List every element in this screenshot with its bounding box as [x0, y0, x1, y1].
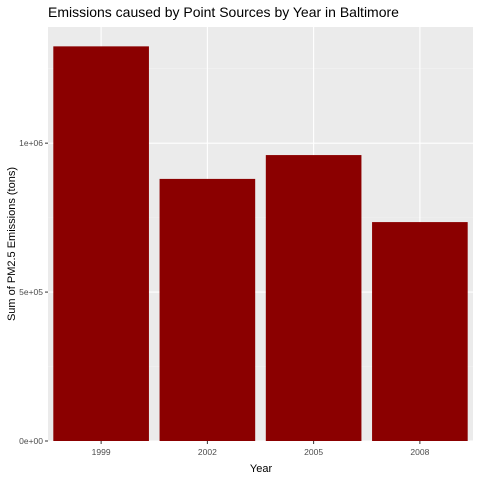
y-axis-title: Sum of PM2.5 Emissions (tons) [6, 167, 18, 321]
y-tick-label: 1e+06 [19, 138, 43, 148]
x-tick-label: 2005 [304, 447, 323, 457]
x-tick-label: 2008 [410, 447, 429, 457]
y-tick-label: 0e+00 [19, 436, 43, 446]
x-tick-label: 1999 [92, 447, 111, 457]
y-tick-label: 5e+05 [19, 287, 43, 297]
bars [53, 46, 468, 441]
y-axis-ticks: 0e+00 5e+05 1e+06 [19, 138, 48, 446]
bar-1999 [53, 46, 149, 441]
x-axis-ticks: 1999 2002 2005 2008 [92, 441, 430, 457]
chart-title: Emissions caused by Point Sources by Yea… [48, 4, 399, 20]
bar-2005 [265, 155, 362, 441]
bar-2008 [372, 222, 468, 441]
x-axis-title: Year [250, 463, 273, 475]
x-tick-label: 2002 [198, 447, 217, 457]
bar-2002 [159, 178, 256, 441]
